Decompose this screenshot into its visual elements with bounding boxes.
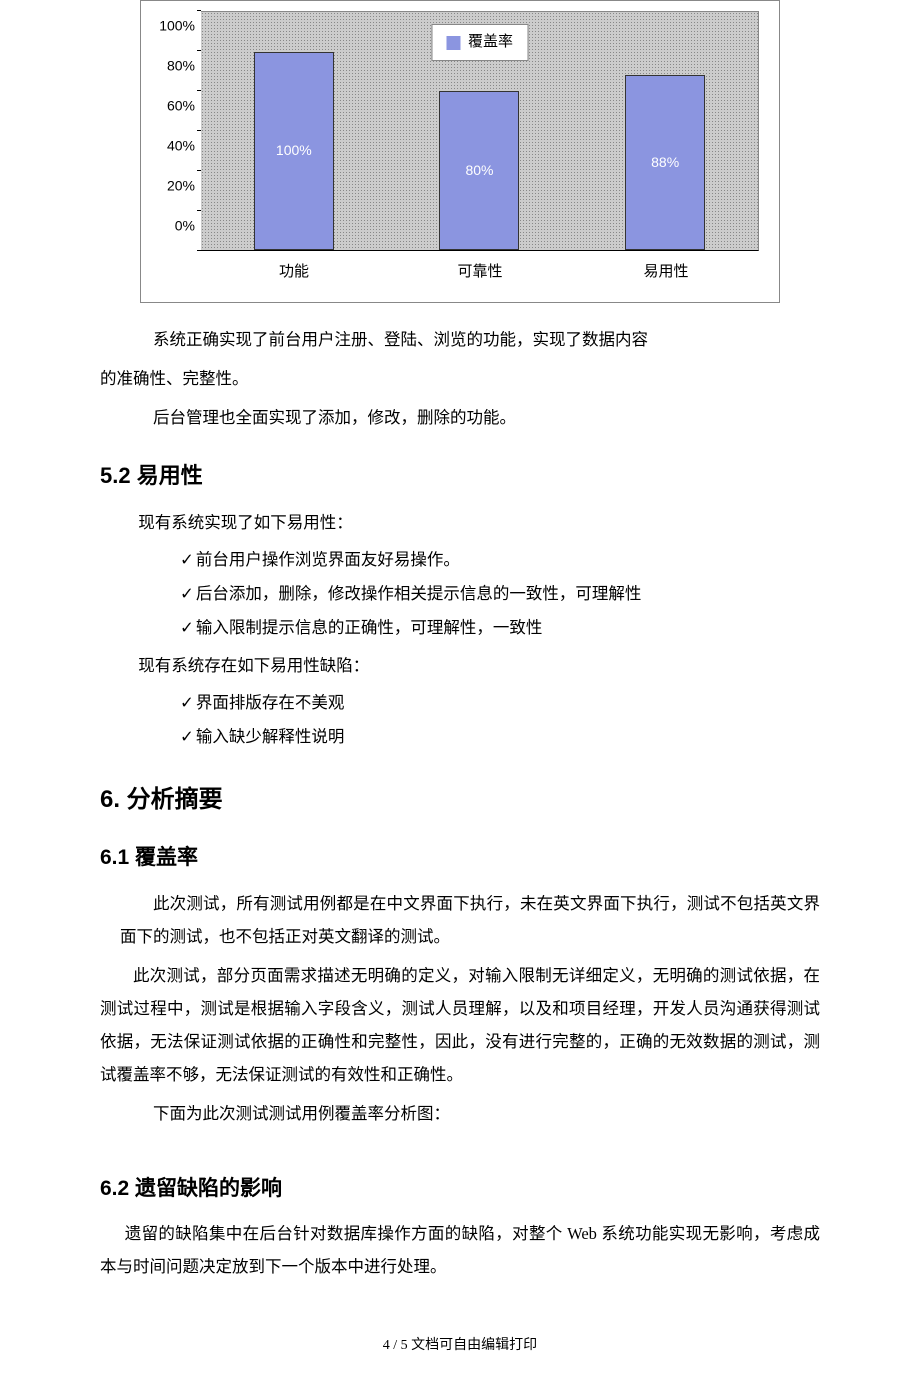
heading-6-2: 6.2 遗留缺陷的影响 <box>100 1170 820 1208</box>
heading-5-2: 5.2 易用性 <box>100 456 820 496</box>
paragraph: 系统正确实现了前台用户注册、登陆、浏览的功能，实现了数据内容 <box>100 323 820 356</box>
defect-intro: 现有系统存在如下易用性缺陷： <box>100 649 820 682</box>
usability-intro: 现有系统实现了如下易用性： <box>100 506 820 539</box>
page-footer: 4 / 5 文档可自由编辑打印 <box>100 1333 820 1358</box>
paragraph: 下面为此次测试测试用例覆盖率分析图： <box>100 1097 820 1130</box>
usability-list: ✓前台用户操作浏览界面友好易操作。✓后台添加，删除，修改操作相关提示信息的一致性… <box>100 543 820 645</box>
checkmark-icon: ✓ <box>180 619 194 637</box>
heading-6-1: 6.1 覆盖率 <box>100 839 820 877</box>
legend-label: 覆盖率 <box>468 29 513 56</box>
y-tick-label: 80% <box>167 53 195 78</box>
heading-6: 6. 分析摘要 <box>100 778 820 821</box>
x-tick-label: 可靠性 <box>440 259 520 286</box>
y-tick-label: 60% <box>167 93 195 118</box>
y-tick-label: 0% <box>175 213 195 238</box>
y-tick-label: 40% <box>167 133 195 158</box>
bar-value-label: 100% <box>276 138 312 163</box>
bar: 88% <box>625 75 705 250</box>
x-tick-label: 易用性 <box>626 259 706 286</box>
list-item: ✓后台添加，删除，修改操作相关提示信息的一致性，可理解性 <box>180 577 820 611</box>
list-item: ✓界面排版存在不美观 <box>180 686 820 720</box>
coverage-chart: 0%20%40%60%80%100%120% 覆盖率 100%80%88% 功能… <box>140 0 780 303</box>
chart-legend: 覆盖率 <box>431 24 528 61</box>
plot-area: 覆盖率 100% 80% 88% <box>201 11 759 251</box>
bar: 100% <box>254 52 334 250</box>
bar-value-label: 80% <box>465 158 493 183</box>
paragraph: 此次测试，所有测试用例都是在中文界面下执行，未在英文界面下执行，测试不包括英文界… <box>100 887 820 953</box>
paragraph: 遗留的缺陷集中在后台针对数据库操作方面的缺陷，对整个 Web 系统功能实现无影响… <box>100 1217 820 1283</box>
checkmark-icon: ✓ <box>180 728 194 746</box>
list-item: ✓输入缺少解释性说明 <box>180 720 820 754</box>
checkmark-icon: ✓ <box>180 694 194 712</box>
y-tick-label: 100% <box>159 13 195 38</box>
paragraph: 此次测试，部分页面需求描述无明确的定义，对输入限制无详细定义，无明确的测试依据，… <box>100 959 820 1091</box>
y-tick-label: 20% <box>167 173 195 198</box>
x-axis: 功能 可靠性 易用性 <box>201 251 759 292</box>
defect-list: ✓界面排版存在不美观✓输入缺少解释性说明 <box>100 686 820 754</box>
bar: 80% <box>439 91 519 250</box>
checkmark-icon: ✓ <box>180 585 194 603</box>
list-item: ✓前台用户操作浏览界面友好易操作。 <box>180 543 820 577</box>
paragraph: 后台管理也全面实现了添加，修改，删除的功能。 <box>100 401 820 434</box>
y-axis: 0%20%40%60%80%100%120% <box>141 11 201 251</box>
x-tick-label: 功能 <box>254 259 334 286</box>
list-item: ✓输入限制提示信息的正确性，可理解性，一致性 <box>180 611 820 645</box>
paragraph: 的准确性、完整性。 <box>100 362 820 395</box>
bar-value-label: 88% <box>651 150 679 175</box>
legend-swatch <box>446 36 460 50</box>
checkmark-icon: ✓ <box>180 551 194 569</box>
